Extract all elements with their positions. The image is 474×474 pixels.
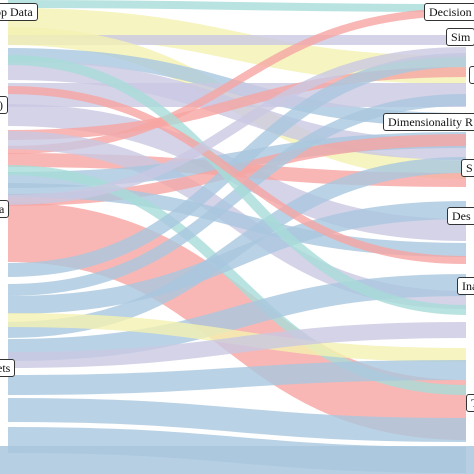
- target-label-sim: Sim: [446, 28, 474, 46]
- source-label-text: a: [0, 202, 5, 216]
- target-label-text: Dimensionality R: [388, 115, 473, 129]
- target-label-s: S: [461, 159, 474, 177]
- source-label-text: op Data: [0, 5, 33, 19]
- target-label-decision: Decision: [424, 3, 474, 21]
- sankey-link: [0, 446, 474, 474]
- source-label-text: ): [0, 98, 3, 112]
- target-label-text: S: [466, 161, 473, 175]
- target-label-t: T: [466, 394, 474, 412]
- sankey-link: [7, 398, 467, 442]
- sankey-link: [7, 0, 467, 12]
- source-label-hadoop-data: op Data: [0, 3, 38, 21]
- sankey-link: [7, 55, 467, 315]
- target-label-text: Ina: [462, 279, 474, 293]
- sankey-link: [7, 86, 467, 264]
- source-label-text: ets: [0, 361, 11, 375]
- sankey-link: [7, 53, 467, 277]
- target-label-text: Decision: [429, 5, 472, 19]
- target-label-text: T: [471, 396, 474, 410]
- target-label-dimensionality-reduction: Dimensionality R: [383, 113, 474, 131]
- target-label-des: Des: [447, 207, 474, 225]
- sankey-link: [7, 274, 467, 361]
- sankey-link: [7, 360, 467, 395]
- source-label-3: a: [0, 200, 10, 218]
- source-label-datasets: ets: [0, 359, 16, 377]
- target-label-text: Sim: [451, 30, 471, 44]
- target-label-ina: Ina: [457, 277, 474, 295]
- sankey-link: [7, 201, 467, 314]
- sankey-link: [7, 94, 467, 296]
- target-label-i: I: [469, 66, 474, 84]
- target-label-text: Des: [452, 209, 471, 223]
- sankey-link: [7, 47, 467, 205]
- source-label-2: ): [0, 96, 8, 114]
- sankey-link: [7, 322, 467, 368]
